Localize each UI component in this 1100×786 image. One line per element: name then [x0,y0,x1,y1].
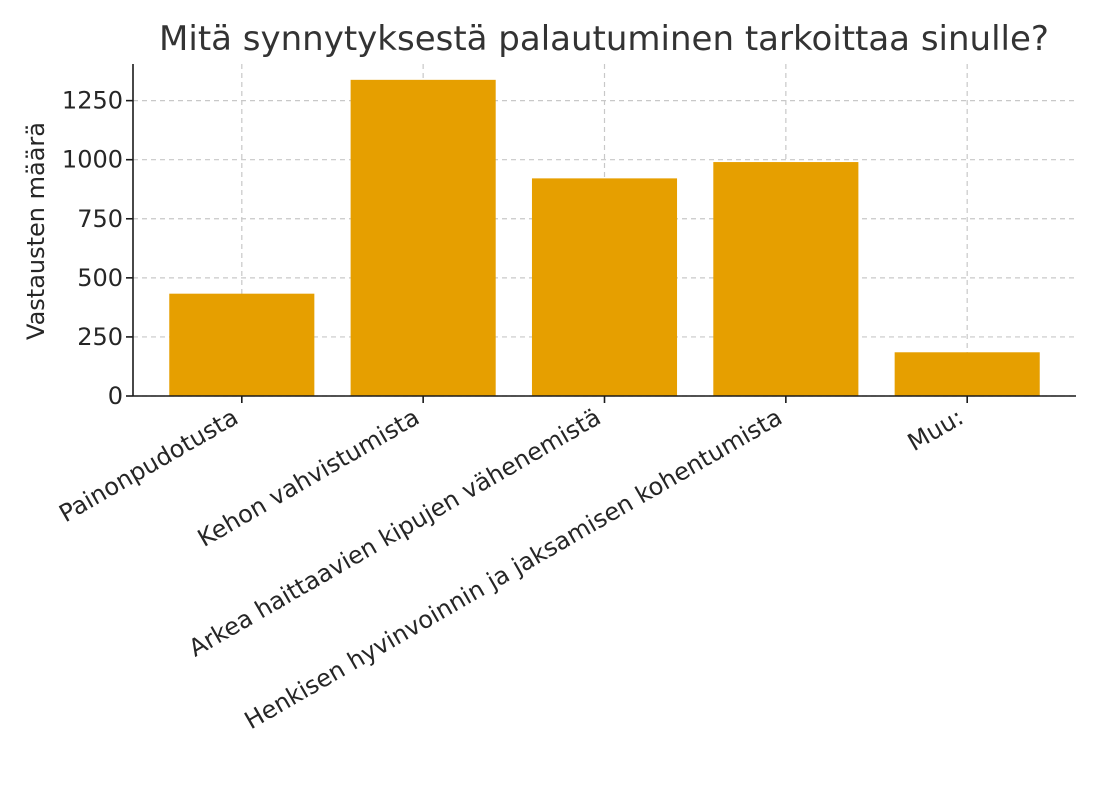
x-tick-label: Painonpudotusta [54,403,242,528]
y-tick-label: 0 [108,382,123,410]
y-tick-label: 750 [77,205,123,233]
y-tick-label: 1000 [62,146,123,174]
y-axis-label: Vastausten määrä [22,122,50,340]
chart-title: Mitä synnytyksestä palautuminen tarkoitt… [159,19,1049,59]
y-tick-labels: 0 250 500 750 1000 1250 [62,87,123,410]
x-tick-label: Muu: [903,403,968,457]
axes [126,64,1076,403]
bar [713,162,859,396]
y-tick-label: 1250 [62,87,123,115]
bar [350,79,496,396]
bar [894,352,1040,396]
bars [169,79,1040,396]
y-tick-label: 500 [77,264,123,292]
bar [169,293,315,396]
y-tick-label: 250 [77,323,123,351]
bar [531,178,678,396]
